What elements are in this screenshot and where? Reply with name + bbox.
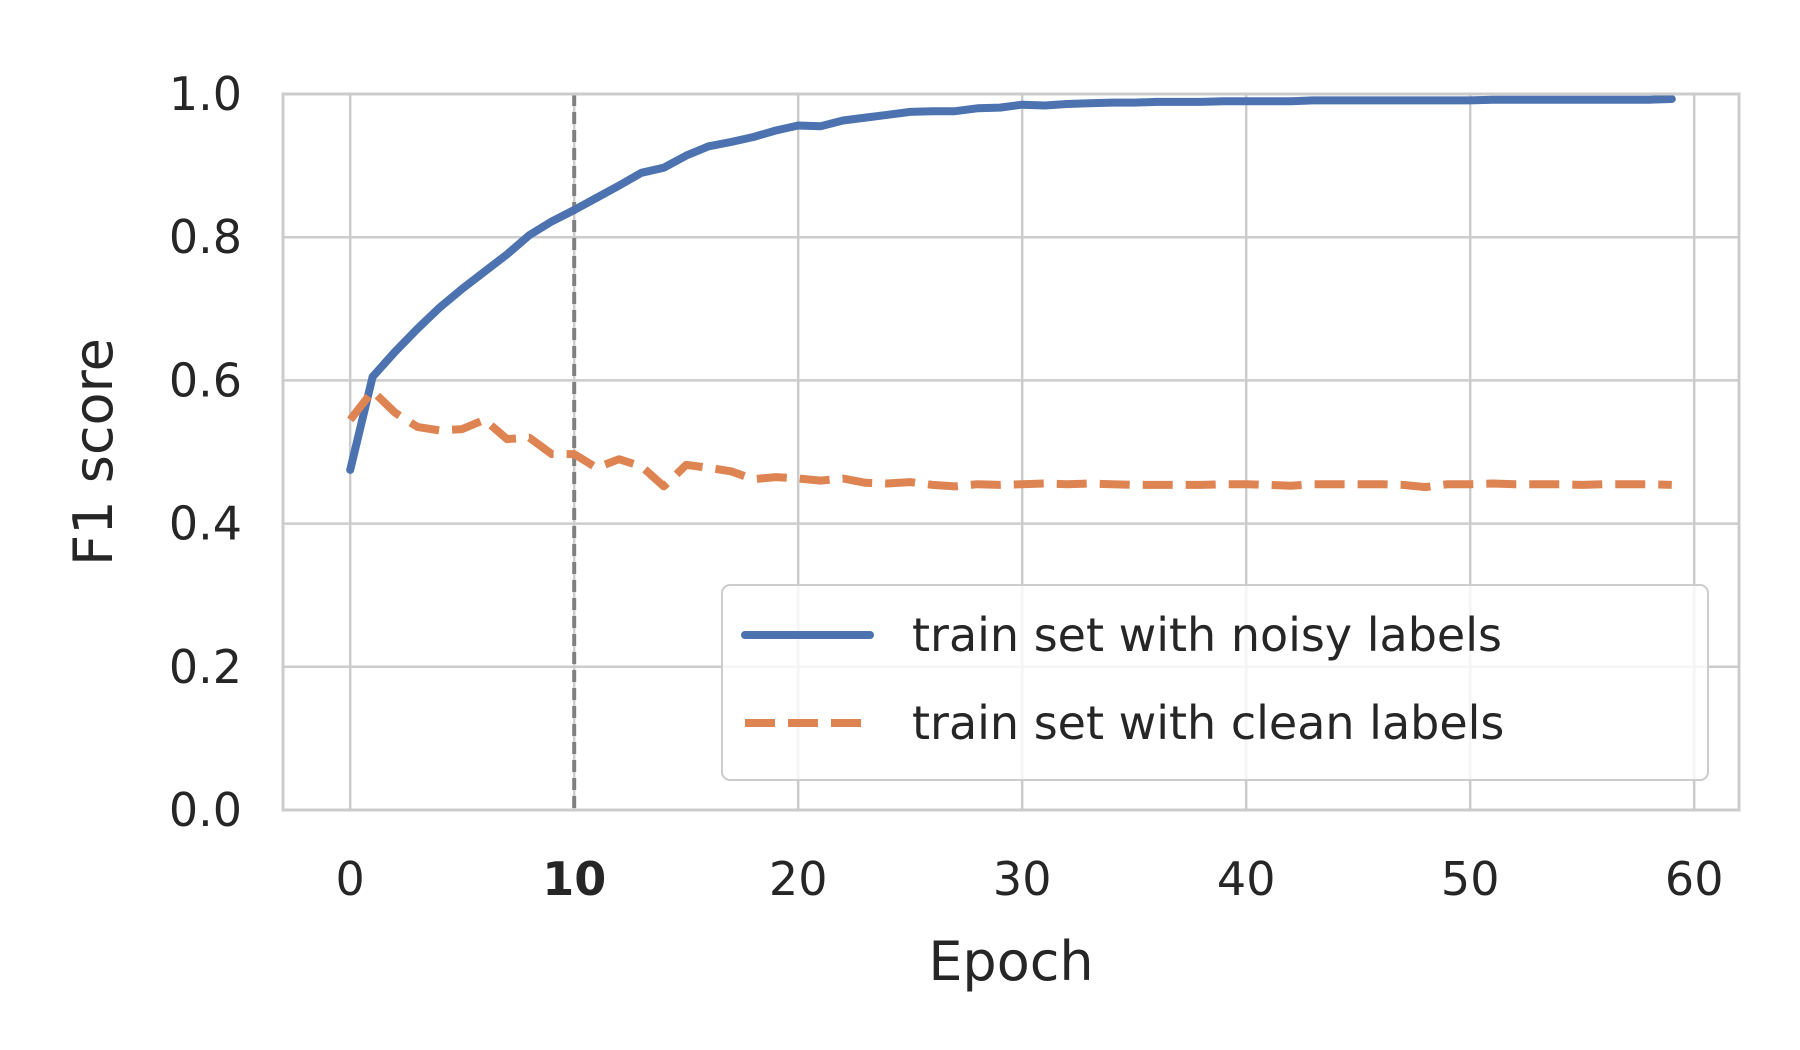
x-tick-label: 40 bbox=[1217, 852, 1276, 906]
x-tick-label: 20 bbox=[769, 852, 828, 906]
series-line-noisy bbox=[346, 95, 1676, 474]
legend-label-clean: train set with clean labels bbox=[912, 696, 1504, 750]
y-tick-label: 0.6 bbox=[169, 353, 242, 407]
x-tick-label: 0 bbox=[336, 852, 365, 906]
y-axis-label: F1 score bbox=[62, 338, 125, 566]
x-tick-label: 10 bbox=[542, 852, 606, 906]
legend-box bbox=[721, 584, 1709, 781]
series-line-clean bbox=[347, 387, 1672, 492]
y-tick-label: 0.4 bbox=[169, 497, 242, 551]
series-layer bbox=[346, 95, 1676, 492]
plot-frame bbox=[281, 92, 1741, 812]
y-tick-label: 1.0 bbox=[169, 67, 242, 121]
y-tick-label: 0.8 bbox=[169, 210, 242, 264]
legend-label-noisy: train set with noisy labels bbox=[912, 608, 1502, 662]
x-tick-labels: 0 10 20 30 40 50 60 bbox=[336, 852, 1724, 906]
x-tick-label: 50 bbox=[1441, 852, 1500, 906]
y-tick-label: 0.0 bbox=[169, 783, 242, 837]
y-tick-labels: 0.0 0.2 0.4 0.6 0.8 1.0 bbox=[169, 67, 242, 837]
y-tick-label: 0.2 bbox=[169, 640, 242, 694]
x-axis-label: Epoch bbox=[928, 930, 1093, 993]
x-tick-label: 30 bbox=[993, 852, 1052, 906]
x-tick-label: 60 bbox=[1665, 852, 1724, 906]
legend: train set with noisy labels train set wi… bbox=[721, 584, 1709, 781]
